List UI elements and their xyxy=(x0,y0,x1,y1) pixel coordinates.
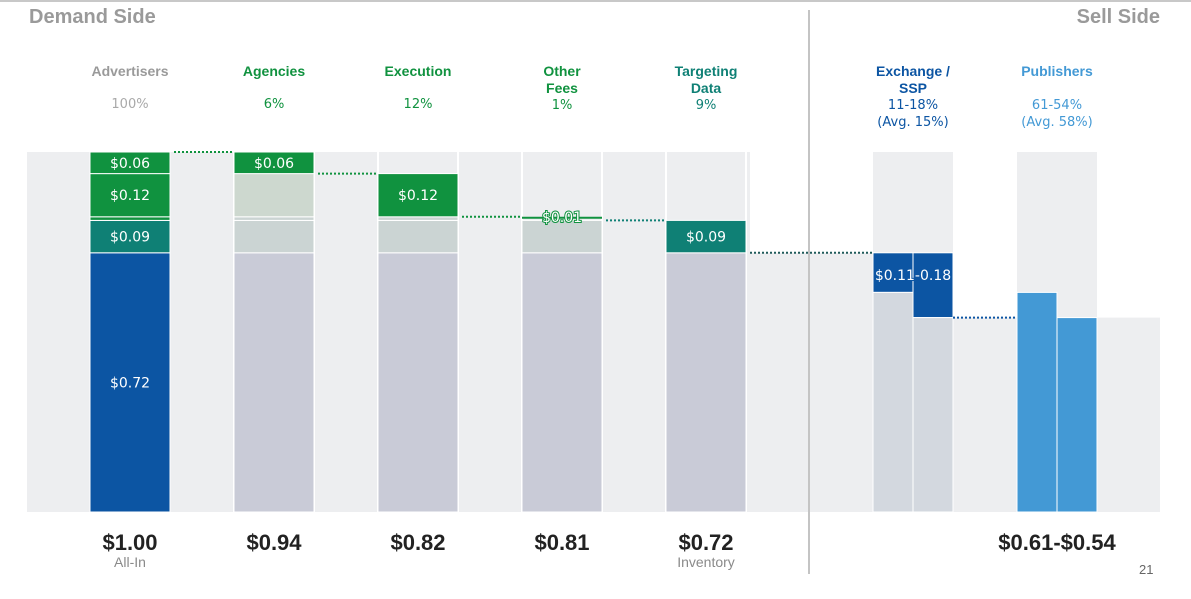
faded-targeting-segment xyxy=(521,219,603,254)
bottom-value: $0.94 xyxy=(246,530,302,555)
fee-label: $0.01 xyxy=(542,210,582,226)
column-header-exchange-ssp: Exchange / SSP 11-18% (Avg. 15%) xyxy=(853,63,973,131)
column-percent: 100% xyxy=(111,97,149,112)
ssp-remaining-low xyxy=(872,291,914,513)
column-name: Targeting Data xyxy=(674,63,738,96)
background-band-right xyxy=(1097,317,1160,512)
inventory-bar xyxy=(665,252,747,513)
background-band-transition xyxy=(750,252,873,513)
fee-bar-execution xyxy=(377,173,459,218)
column-name: Publishers xyxy=(1021,63,1093,79)
demand-sell-divider xyxy=(808,10,810,574)
column-name: Other Fees xyxy=(543,63,581,96)
column-name: Exchange / SSP xyxy=(876,63,950,96)
inventory-bar xyxy=(233,252,315,513)
ssp-remaining-high xyxy=(912,317,954,513)
column-percent: 6% xyxy=(263,97,285,112)
faded-other-fees-segment xyxy=(233,216,315,221)
fee-bar-agencies xyxy=(233,151,315,175)
faded-targeting-segment xyxy=(377,219,459,254)
advertiser-segment-label: $0.12 xyxy=(110,188,150,204)
sell-side-title: Sell Side xyxy=(1076,6,1160,28)
page-number: 21 xyxy=(1139,562,1154,577)
bottom-value: $0.61-$0.54 xyxy=(998,530,1116,555)
fee-label: $0.06 xyxy=(254,156,294,172)
bottom-sub-label: Inventory xyxy=(677,554,735,570)
advertiser-segment-targeting-data xyxy=(89,219,171,254)
column-percent: 9% xyxy=(695,98,717,113)
publisher-bar-low xyxy=(1056,317,1098,513)
fee-bar-targeting-data xyxy=(665,219,747,254)
inventory-bar xyxy=(521,252,603,513)
column-name: Advertisers xyxy=(91,63,169,79)
advertiser-segment-label: $0.72 xyxy=(110,375,150,391)
bottom-sub-label: All-In xyxy=(114,554,146,570)
column-name: Agencies xyxy=(242,63,306,79)
advertiser-segment-label: $0.09 xyxy=(110,230,150,246)
bottom-value: $0.81 xyxy=(534,530,590,555)
publisher-bar-high xyxy=(1016,291,1058,513)
column-header-agencies: Agencies 6% xyxy=(214,63,334,113)
column-header-publishers: Publishers 61-54% (Avg. 58%) xyxy=(997,63,1117,131)
advertiser-segment-label: $0.06 xyxy=(110,156,150,172)
bottom-value: $0.72 xyxy=(678,530,734,555)
advertiser-segment-other-fees xyxy=(89,216,171,221)
column-percent: 12% xyxy=(403,97,433,112)
top-rule xyxy=(0,0,1191,2)
faded-targeting-segment xyxy=(233,219,315,254)
faded-execution-segment xyxy=(233,173,315,218)
fee-label: $0.12 xyxy=(398,188,438,204)
column-name: Execution xyxy=(384,63,452,79)
column-percent: 1% xyxy=(551,98,573,113)
bottom-value: $0.82 xyxy=(390,530,446,555)
column-header-advertisers: Advertisers 100% xyxy=(70,63,190,113)
column-header-targeting-data: Targeting Data 9% xyxy=(646,63,766,114)
column-header-execution: Execution 12% xyxy=(358,63,478,113)
advertiser-segment-agencies xyxy=(89,151,171,175)
ssp-fee-high-bar xyxy=(912,252,954,319)
bottom-value: $1.00 xyxy=(102,530,158,555)
demand-side-title: Demand Side xyxy=(29,6,156,28)
background-band-gap xyxy=(953,317,1017,512)
column-percent: 11-18% (Avg. 15%) xyxy=(877,98,949,130)
faded-other-fees-segment xyxy=(377,216,459,221)
column-header-other-fees: Other Fees 1% xyxy=(502,63,622,114)
inventory-bar xyxy=(377,252,459,513)
fee-label: $0.09 xyxy=(686,230,726,246)
column-percent: 61-54% (Avg. 58%) xyxy=(1021,98,1093,130)
ssp-fee-label: $0.11-0.18 xyxy=(875,268,951,284)
